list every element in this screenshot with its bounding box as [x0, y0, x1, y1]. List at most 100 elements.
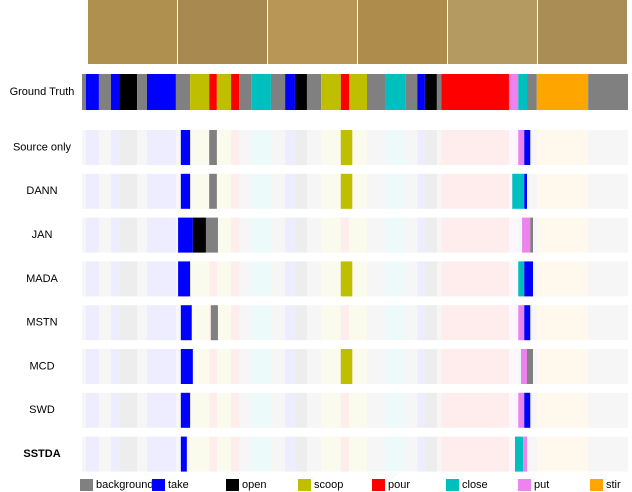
segment — [526, 173, 537, 209]
segment — [251, 261, 271, 297]
segment — [205, 217, 218, 253]
segment — [405, 130, 418, 165]
segment — [306, 261, 322, 297]
segment — [270, 349, 286, 384]
segment — [239, 305, 252, 341]
segment — [306, 217, 322, 253]
segment — [348, 130, 368, 165]
segment — [137, 173, 147, 209]
segment — [82, 74, 86, 110]
segment — [110, 261, 120, 297]
segment — [270, 392, 286, 428]
legend-label: open — [242, 479, 266, 491]
segment — [417, 436, 425, 472]
segment — [385, 217, 406, 253]
legend-label: take — [168, 479, 189, 491]
segment — [536, 217, 589, 253]
segment — [270, 130, 286, 165]
segment — [216, 392, 232, 428]
segment — [518, 130, 525, 165]
legend-swatch — [80, 479, 93, 491]
segment — [285, 261, 295, 297]
segment — [526, 130, 537, 165]
segment — [231, 349, 240, 384]
segment — [306, 74, 322, 110]
segment — [424, 261, 437, 297]
segment — [146, 261, 176, 297]
segment — [348, 217, 368, 253]
segment — [285, 130, 295, 165]
segment — [180, 349, 193, 384]
segment — [251, 173, 271, 209]
segment — [524, 392, 531, 428]
segment — [294, 130, 307, 165]
segment — [119, 217, 138, 253]
segment — [588, 305, 628, 341]
segment — [367, 173, 386, 209]
segment — [216, 217, 232, 253]
segment — [85, 305, 99, 341]
segment — [436, 305, 442, 341]
segment — [98, 217, 111, 253]
row-label: JAN — [32, 229, 53, 241]
segment — [367, 217, 386, 253]
segment — [588, 130, 628, 165]
segment — [137, 130, 147, 165]
segment — [367, 392, 386, 428]
segment — [146, 217, 176, 253]
segment — [270, 74, 286, 110]
segment — [239, 74, 252, 110]
segment — [441, 173, 509, 209]
segment — [98, 305, 111, 341]
segment — [367, 261, 386, 297]
segment — [405, 261, 418, 297]
segment — [192, 217, 206, 253]
segment — [348, 261, 368, 297]
segment — [436, 130, 442, 165]
segment — [536, 173, 589, 209]
segment — [424, 305, 437, 341]
segment — [119, 261, 138, 297]
segment — [251, 436, 271, 472]
segment — [146, 305, 176, 341]
segment — [348, 173, 368, 209]
segment — [180, 436, 187, 472]
segment — [508, 217, 519, 253]
segment — [526, 305, 537, 341]
segment — [536, 261, 589, 297]
segment — [119, 436, 138, 472]
segment — [180, 392, 191, 428]
segment — [294, 349, 307, 384]
segment — [146, 74, 176, 110]
row-label: DANN — [26, 185, 57, 197]
segment — [321, 392, 341, 428]
segment — [85, 173, 99, 209]
segment — [209, 436, 217, 472]
segment — [417, 130, 425, 165]
segment — [367, 305, 386, 341]
segment — [190, 436, 210, 472]
segment — [512, 173, 525, 209]
segment — [239, 349, 252, 384]
segment — [405, 392, 418, 428]
segment — [119, 392, 138, 428]
segment — [239, 217, 252, 253]
segment — [518, 74, 527, 110]
segment — [137, 392, 147, 428]
segment — [270, 305, 286, 341]
segment — [216, 305, 232, 341]
segment — [251, 305, 271, 341]
segment — [405, 436, 418, 472]
segment — [523, 436, 527, 472]
segment — [588, 392, 628, 428]
segment — [417, 261, 425, 297]
legend-swatch — [518, 479, 531, 491]
segment — [190, 392, 210, 428]
segment — [146, 436, 176, 472]
segment — [385, 74, 406, 110]
segment — [340, 74, 349, 110]
segment — [424, 130, 437, 165]
segment — [536, 349, 589, 384]
legend-swatch — [152, 479, 165, 491]
segment — [190, 74, 210, 110]
